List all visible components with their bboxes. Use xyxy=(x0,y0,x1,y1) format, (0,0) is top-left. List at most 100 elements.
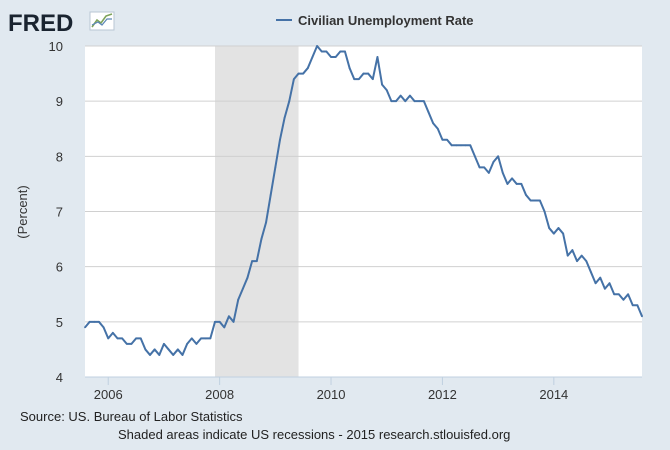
data-point xyxy=(102,326,105,329)
data-point xyxy=(478,166,481,169)
data-point xyxy=(399,94,402,97)
data-point xyxy=(515,183,518,185)
x-tick-label: 2006 xyxy=(94,387,123,402)
data-point xyxy=(218,320,221,323)
data-point xyxy=(251,260,254,263)
data-point xyxy=(557,227,560,229)
y-tick-label: 6 xyxy=(56,260,63,275)
data-point xyxy=(469,144,472,147)
data-point xyxy=(617,293,620,296)
data-point xyxy=(325,50,328,53)
data-point xyxy=(585,260,588,263)
data-point xyxy=(594,282,597,285)
data-point xyxy=(404,100,407,103)
x-tick-label: 2012 xyxy=(428,387,457,402)
data-point xyxy=(279,138,281,141)
data-point xyxy=(297,72,300,75)
data-point xyxy=(167,348,170,351)
data-point xyxy=(98,320,100,323)
data-point xyxy=(334,56,337,58)
data-point xyxy=(539,199,541,202)
y-tick-label: 5 xyxy=(56,315,63,330)
logo-text: FRED xyxy=(8,10,73,37)
data-point xyxy=(353,78,356,80)
data-point xyxy=(241,287,244,290)
data-point xyxy=(153,348,156,351)
data-point xyxy=(483,166,486,169)
data-point xyxy=(116,337,119,340)
data-point xyxy=(409,94,411,97)
data-point xyxy=(302,72,305,75)
data-point xyxy=(432,122,435,125)
data-point xyxy=(497,155,500,158)
data-point xyxy=(311,56,314,58)
data-point xyxy=(186,343,189,345)
data-point xyxy=(599,276,602,279)
y-tick-label: 10 xyxy=(49,39,63,54)
trend-graph-icon xyxy=(89,11,115,31)
data-point xyxy=(413,100,416,103)
data-point xyxy=(376,56,379,58)
data-point xyxy=(446,138,448,141)
data-point xyxy=(566,254,569,257)
data-point xyxy=(172,354,175,356)
data-point xyxy=(631,304,634,307)
data-point xyxy=(418,100,421,103)
fred-logo[interactable]: FRED xyxy=(8,10,115,37)
data-point xyxy=(641,315,643,318)
data-point xyxy=(283,116,286,119)
data-point xyxy=(520,183,523,185)
legend: Civilian Unemployment Rate xyxy=(276,13,474,28)
data-point xyxy=(441,138,444,141)
x-tick-label: 2010 xyxy=(317,387,346,402)
data-point xyxy=(576,260,578,263)
y-axis-label: (Percent) xyxy=(15,185,30,238)
data-point xyxy=(125,343,128,345)
x-tick-label: 2008 xyxy=(205,387,234,402)
data-point xyxy=(506,183,509,185)
x-axis-ticks xyxy=(107,377,555,385)
data-point xyxy=(176,348,179,351)
data-point xyxy=(316,45,318,47)
x-tick-label: 2014 xyxy=(539,387,568,402)
gridlines xyxy=(85,45,642,323)
data-point xyxy=(348,67,351,69)
data-point xyxy=(111,331,114,334)
data-point xyxy=(306,67,309,69)
data-point xyxy=(381,83,383,86)
data-point xyxy=(613,293,616,296)
data-point xyxy=(190,337,193,340)
data-point xyxy=(525,194,527,196)
data-point xyxy=(209,337,212,340)
recession-note[interactable]: Shaded areas indicate US recessions - 20… xyxy=(118,427,511,442)
data-point xyxy=(181,354,184,356)
source-text: Source: US. Bureau of Labor Statistics xyxy=(20,409,243,424)
series-points xyxy=(84,45,643,356)
y-tick-label: 8 xyxy=(56,149,63,164)
data-point xyxy=(135,337,137,340)
data-point xyxy=(362,72,365,75)
data-point xyxy=(139,337,142,340)
data-point xyxy=(163,343,165,345)
data-point xyxy=(265,221,267,224)
data-point xyxy=(534,199,537,202)
data-point xyxy=(344,50,346,53)
data-point xyxy=(88,320,91,323)
data-point xyxy=(571,249,574,252)
data-point xyxy=(320,50,323,53)
data-point xyxy=(427,111,430,114)
y-axis-tick-labels: 4 5 6 7 8 9 10 xyxy=(49,39,63,385)
data-point xyxy=(149,354,151,356)
y-tick-label: 4 xyxy=(56,370,63,385)
data-point xyxy=(627,293,629,296)
data-point xyxy=(501,171,504,174)
data-point xyxy=(237,298,240,301)
data-point xyxy=(529,199,532,202)
data-point xyxy=(246,276,249,279)
data-point xyxy=(255,260,258,263)
data-point xyxy=(580,254,583,257)
data-point xyxy=(548,227,551,229)
data-point xyxy=(367,72,370,75)
data-point xyxy=(390,100,393,103)
